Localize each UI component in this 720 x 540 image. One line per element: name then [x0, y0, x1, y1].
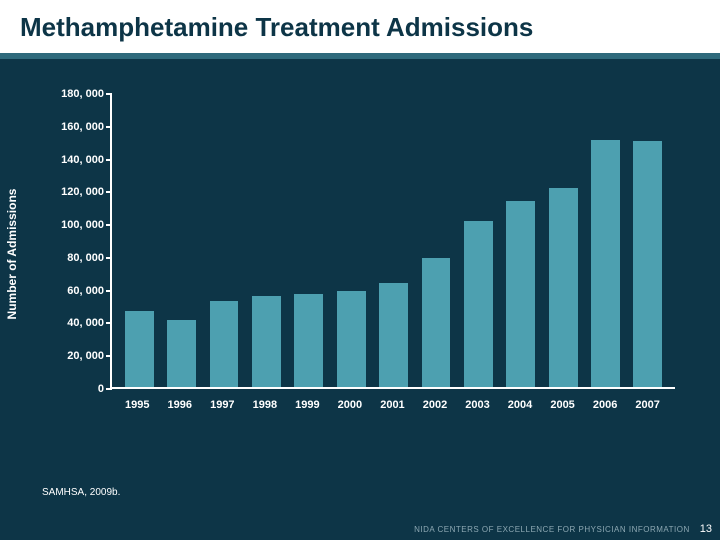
bar: [210, 301, 239, 387]
x-tick-label: 2007: [626, 393, 669, 419]
bar-slot: [288, 94, 330, 387]
bar: [633, 141, 662, 387]
bar: [422, 258, 451, 387]
bars-container: [112, 94, 675, 387]
bar-slot: [245, 94, 287, 387]
bar-slot: [160, 94, 202, 387]
y-axis-label: Number of Admissions: [5, 189, 19, 320]
bar: [591, 140, 620, 387]
bar-slot: [584, 94, 626, 387]
x-tick-label: 1998: [244, 393, 287, 419]
bar-slot: [457, 94, 499, 387]
bar: [125, 311, 154, 388]
x-tick-label: 2001: [371, 393, 414, 419]
bar: [379, 283, 408, 387]
bar-slot: [118, 94, 160, 387]
x-tick-label: 2006: [584, 393, 627, 419]
bar-slot: [415, 94, 457, 387]
bar-slot: [372, 94, 414, 387]
x-tick-label: 1999: [286, 393, 329, 419]
x-tick-label: 2005: [541, 393, 584, 419]
citation-text: SAMHSA, 2009b.: [42, 487, 120, 498]
bar: [294, 294, 323, 387]
y-axis: 020, 00040, 00060, 00080, 000100, 000120…: [40, 94, 110, 389]
y-tick-label: 100, 000: [61, 219, 104, 231]
bar: [167, 320, 196, 387]
page-title: Methamphetamine Treatment Admissions: [20, 12, 700, 43]
bar: [337, 291, 366, 387]
y-tick-label: 160, 000: [61, 121, 104, 133]
bar: [549, 188, 578, 387]
plot-region: [110, 94, 675, 389]
x-axis-labels: 1995199619971998199920002001200220032004…: [110, 393, 675, 419]
y-tick-label: 80, 000: [67, 252, 104, 264]
bar-slot: [203, 94, 245, 387]
x-tick-label: 2002: [414, 393, 457, 419]
x-tick-label: 2003: [456, 393, 499, 419]
x-tick-label: 1995: [116, 393, 159, 419]
footer-branding: NIDA CENTERS OF EXCELLENCE FOR PHYSICIAN…: [414, 525, 690, 534]
bar: [506, 201, 535, 387]
y-tick-label: 0: [98, 383, 104, 395]
bar: [464, 221, 493, 387]
y-tick-label: 120, 000: [61, 186, 104, 198]
x-tick-label: 1997: [201, 393, 244, 419]
y-tick-label: 140, 000: [61, 154, 104, 166]
bar-slot: [500, 94, 542, 387]
x-tick-label: 2000: [329, 393, 372, 419]
bar-slot: [627, 94, 669, 387]
x-tick-label: 1996: [159, 393, 202, 419]
title-bar: Methamphetamine Treatment Admissions: [0, 0, 720, 53]
page-number: 13: [700, 523, 712, 535]
y-tick-label: 20, 000: [67, 350, 104, 362]
accent-divider: [0, 53, 720, 59]
x-tick-label: 2004: [499, 393, 542, 419]
bar: [252, 296, 281, 387]
y-tick-label: 60, 000: [67, 285, 104, 297]
y-tick-label: 180, 000: [61, 88, 104, 100]
y-tick-label: 40, 000: [67, 317, 104, 329]
footer: NIDA CENTERS OF EXCELLENCE FOR PHYSICIAN…: [0, 518, 720, 540]
bar-slot: [330, 94, 372, 387]
bar-slot: [542, 94, 584, 387]
chart-area: Number of Admissions 020, 00040, 00060, …: [40, 89, 680, 419]
